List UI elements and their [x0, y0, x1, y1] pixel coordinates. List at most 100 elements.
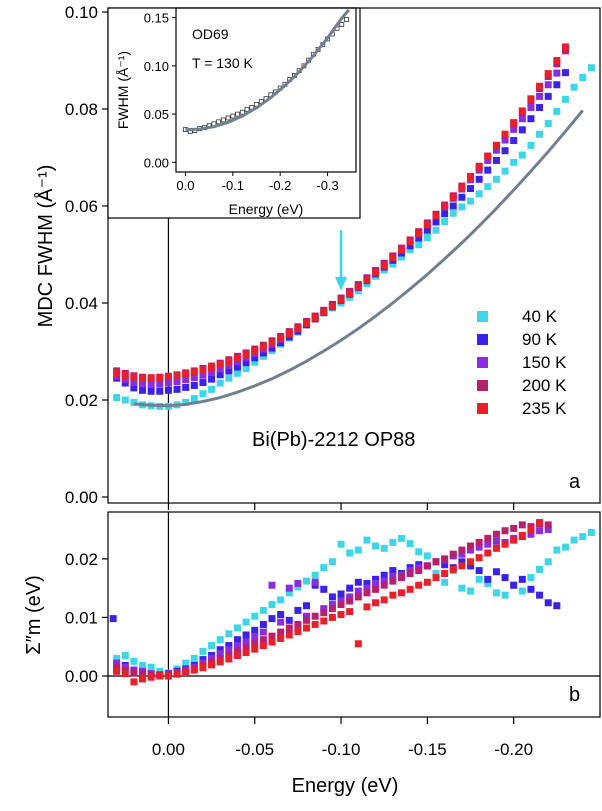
top-series-point [363, 276, 371, 284]
bottom-series-point [277, 611, 285, 618]
bottom-series-point [553, 602, 561, 610]
top-series-point [113, 369, 121, 377]
legend-label: 200 K [522, 376, 567, 395]
bottom-series-point [475, 538, 483, 546]
top-series-point [233, 363, 241, 371]
legend-label: 90 K [522, 330, 558, 349]
legend-swatch [477, 403, 488, 414]
bottom-series-point [518, 521, 526, 529]
bottom-series-point [113, 667, 121, 675]
top-series-point [164, 373, 172, 381]
top-series-point [484, 156, 492, 164]
top-series-point [423, 226, 431, 234]
inset-series-point [244, 106, 250, 112]
bottom-series-point [337, 601, 345, 609]
bottom-series-point [389, 572, 397, 580]
top-series-point [147, 374, 155, 382]
top-series-point [156, 387, 164, 395]
bottom-series-point [208, 654, 216, 662]
inset-series-point [230, 113, 236, 119]
top-series-point [139, 386, 147, 394]
inset-y-tick-label: 0.00 [144, 155, 169, 170]
bottom-series-point [544, 599, 552, 607]
bottom-series-point [156, 672, 164, 680]
top-series-point [337, 296, 345, 304]
bottom-series-point [380, 577, 388, 585]
top-series-point [147, 380, 155, 388]
top-series-point [518, 126, 526, 134]
bottom-series-point [441, 578, 449, 586]
top-series-point [492, 156, 500, 164]
bottom-series-point [492, 537, 500, 545]
bottom-series-point [363, 584, 371, 592]
top-series-point [484, 166, 492, 174]
bottom-series-point [268, 632, 276, 640]
bottom-series-point [432, 574, 440, 582]
top-series-point [389, 254, 397, 262]
bottom-series-point [113, 654, 121, 662]
top-series-point [259, 343, 267, 351]
y-tick-label: 0.00 [65, 488, 98, 507]
top-series-point [199, 371, 207, 379]
bottom-series-point [303, 624, 311, 632]
top-series-point [182, 370, 190, 378]
top-series-point [389, 260, 397, 268]
top-series-point [484, 183, 492, 191]
top-series-point [579, 73, 587, 81]
bottom-series-point [458, 562, 466, 570]
bottom-series-point [484, 540, 492, 548]
top-series-point [216, 371, 224, 379]
legend: 40 K 90 K 150 K 200 K 235 K [477, 307, 567, 418]
top-series-point [121, 396, 129, 404]
top-series-point [242, 359, 250, 367]
bottom-series-point [484, 575, 492, 583]
bottom-series-point [423, 578, 431, 586]
inset-annotation-sample: OD69 [192, 26, 229, 42]
bottom-series-point [354, 578, 362, 586]
bottom-series-point [242, 644, 250, 652]
bottom-series-point [320, 605, 328, 613]
bottom-series-point [337, 611, 345, 618]
bottom-series-point [346, 584, 354, 592]
bottom-series-point [242, 631, 250, 639]
bottom-series-point [121, 670, 129, 678]
bottom-series-point [354, 587, 362, 595]
bottom-series-point [449, 550, 457, 558]
top-series-point [467, 173, 475, 181]
top-series-point [225, 358, 233, 366]
top-series-point [208, 364, 216, 372]
top-series-point [173, 378, 181, 386]
top-series-point [121, 376, 129, 384]
bottom-series-point [121, 652, 129, 659]
bottom-series-point [199, 656, 207, 664]
legend-swatch [477, 311, 488, 322]
top-series-point [449, 202, 457, 210]
top-series-point [475, 163, 483, 171]
top-panel-label: a [569, 471, 581, 493]
bottom-series-point [553, 546, 561, 554]
legend-swatch [477, 380, 488, 391]
y-tick-label: 0.02 [65, 391, 98, 410]
x-tick-label: -0.10 [322, 740, 361, 759]
bottom-series-point [225, 651, 233, 659]
bottom-series-point [458, 584, 466, 592]
bottom-series-point [303, 577, 311, 585]
top-series-point [216, 379, 224, 387]
bottom-series-point [337, 590, 345, 598]
top-series-point [467, 185, 475, 193]
inset-series-point [225, 115, 231, 121]
bottom-series-point [475, 567, 483, 575]
bottom-series-point [536, 591, 544, 599]
top-series-point [561, 95, 569, 103]
bottom-series-point [587, 529, 595, 536]
top-series-point [432, 212, 440, 220]
bottom-series-point [233, 624, 241, 632]
bottom-series-point [544, 526, 552, 534]
bottom-series-point [380, 571, 388, 579]
bottom-series-point [363, 603, 371, 611]
bottom-series-point [518, 587, 526, 595]
bottom-series-point [510, 536, 518, 544]
bottom-series-point [337, 540, 345, 548]
top-series-point [458, 203, 466, 211]
bottom-series-point [363, 589, 371, 597]
